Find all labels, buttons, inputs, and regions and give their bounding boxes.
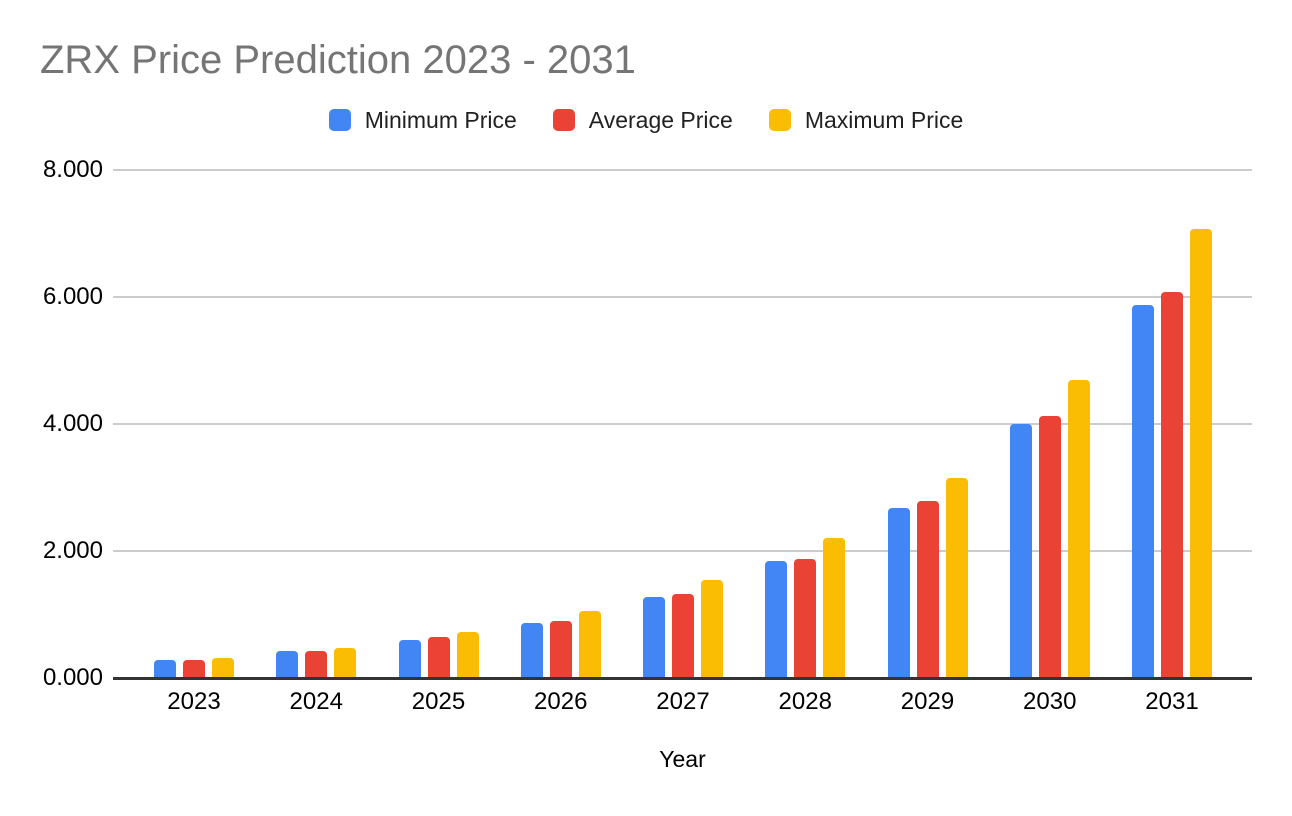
- bar-average-price-2029[interactable]: [917, 501, 939, 678]
- x-tick-label-2023: 2023: [167, 688, 221, 715]
- bar-minimum-price-2026[interactable]: [521, 623, 543, 678]
- bar-average-price-2027[interactable]: [672, 594, 694, 678]
- x-tick-label-2024: 2024: [289, 688, 343, 715]
- x-tick-label-2028: 2028: [778, 688, 832, 715]
- bar-maximum-price-2028[interactable]: [823, 538, 845, 678]
- y-tick-label-4.000: 4.000: [42, 410, 103, 437]
- bar-maximum-price-2027[interactable]: [701, 580, 723, 678]
- x-tick-label-2031: 2031: [1145, 688, 1199, 715]
- bar-minimum-price-2029[interactable]: [888, 508, 910, 678]
- gridline-2.000: [113, 550, 1252, 552]
- x-tick-label-2026: 2026: [534, 688, 588, 715]
- bar-maximum-price-2030[interactable]: [1068, 380, 1090, 678]
- legend-item-label: Average Price: [588, 106, 733, 133]
- x-axis-line: [113, 677, 1252, 680]
- bar-maximum-price-2026[interactable]: [579, 611, 601, 678]
- bar-maximum-price-2024[interactable]: [334, 648, 356, 678]
- bar-minimum-price-2025[interactable]: [399, 640, 421, 678]
- legend-item-label: Maximum Price: [804, 106, 964, 133]
- bar-average-price-2025[interactable]: [428, 637, 450, 678]
- bar-minimum-price-2024[interactable]: [276, 651, 298, 678]
- bar-minimum-price-2027[interactable]: [643, 597, 665, 678]
- bar-maximum-price-2025[interactable]: [457, 632, 479, 678]
- x-tick-label-2025: 2025: [411, 688, 466, 715]
- bar-average-price-2030[interactable]: [1039, 416, 1061, 678]
- x-tick-label-2030: 2030: [1023, 688, 1077, 715]
- y-tick-label-0.000: 0.000: [42, 664, 103, 691]
- bar-average-price-2031[interactable]: [1161, 292, 1183, 678]
- bar-average-price-2028[interactable]: [794, 559, 816, 678]
- gridline-6.000: [113, 296, 1252, 298]
- bar-minimum-price-2023[interactable]: [154, 660, 176, 678]
- bar-average-price-2024[interactable]: [305, 651, 327, 678]
- y-tick-label-2.000: 2.000: [42, 537, 103, 564]
- legend-item-maximum-price: Maximum Price: [768, 106, 964, 134]
- bar-minimum-price-2031[interactable]: [1132, 305, 1154, 678]
- bar-maximum-price-2031[interactable]: [1190, 229, 1212, 678]
- legend-item-minimum-price: Minimum Price: [328, 106, 517, 134]
- legend-swatch-icon: [768, 109, 791, 131]
- legend-item-average-price: Average Price: [552, 106, 733, 134]
- x-tick-label-2027: 2027: [656, 688, 710, 715]
- bar-maximum-price-2029[interactable]: [946, 478, 968, 678]
- bar-minimum-price-2028[interactable]: [765, 561, 787, 678]
- legend-item-label: Minimum Price: [364, 106, 517, 133]
- chart-title: ZRX Price Prediction 2023 - 2031: [40, 38, 636, 82]
- legend-swatch-icon: [328, 109, 351, 131]
- gridline-8.000: [113, 169, 1252, 171]
- bar-minimum-price-2030[interactable]: [1010, 424, 1032, 678]
- y-tick-label-6.000: 6.000: [42, 283, 103, 310]
- y-tick-label-8.000: 8.000: [42, 156, 103, 183]
- gridline-4.000: [113, 423, 1252, 425]
- legend: Minimum Price Average Price Maximum Price: [0, 102, 1292, 138]
- bar-maximum-price-2023[interactable]: [212, 658, 234, 678]
- x-axis-title: Year: [659, 746, 706, 772]
- bar-average-price-2023[interactable]: [183, 660, 205, 678]
- legend-swatch-icon: [552, 109, 575, 131]
- x-tick-label-2029: 2029: [900, 688, 955, 715]
- bar-average-price-2026[interactable]: [550, 621, 572, 678]
